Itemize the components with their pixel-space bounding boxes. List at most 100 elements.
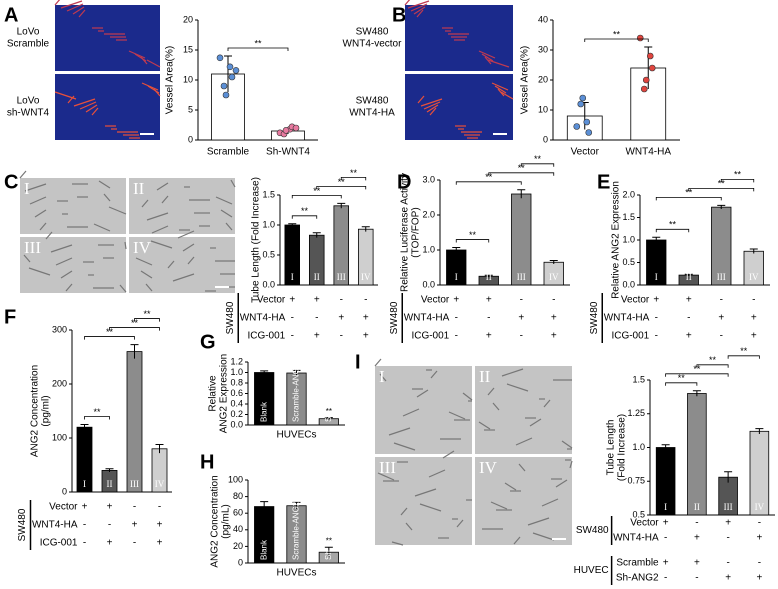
- y-tick-label: 1.25: [627, 408, 645, 418]
- condition-name: Vector: [257, 295, 286, 306]
- micrograph: [129, 237, 235, 293]
- bar-label: Sh: [324, 412, 333, 422]
- bar-label: III: [130, 479, 139, 489]
- error-bar: [652, 236, 661, 243]
- condition-sign: -: [552, 295, 555, 306]
- image-label: Scramble: [7, 39, 50, 50]
- error-bar: [312, 232, 321, 238]
- texture: [72, 6, 85, 15]
- data-point: [648, 64, 656, 72]
- y-tick-label: 1.0: [422, 244, 435, 254]
- significance-label: **: [469, 230, 477, 240]
- condition-sign: -: [291, 313, 294, 324]
- panel-letter: E: [597, 171, 610, 193]
- texture: [543, 399, 551, 408]
- texture: [388, 427, 411, 436]
- condition-name: WNT4-HA: [32, 520, 78, 531]
- error-bar: [130, 344, 139, 359]
- significance-bracket: [84, 336, 135, 340]
- significance-label: **: [326, 536, 332, 545]
- y-tick-label: 0.5: [262, 249, 275, 259]
- texture: [529, 418, 542, 427]
- bar-label: Sh: [324, 550, 333, 560]
- panel-letter: C: [4, 171, 18, 193]
- condition-group: SW480: [389, 301, 400, 334]
- micrograph: [55, 5, 160, 71]
- condition-name: Vector: [49, 502, 78, 513]
- y-tick-label: 0: [543, 134, 548, 144]
- condition-group: SW480: [225, 301, 236, 334]
- texture: [140, 270, 153, 279]
- bar-label: I: [291, 272, 294, 282]
- data-point: [642, 76, 650, 84]
- significance-label: **: [93, 407, 101, 417]
- condition-sign: -: [83, 520, 86, 531]
- significance-label: **: [678, 373, 686, 383]
- y-axis-label: Tube Length: [606, 420, 617, 476]
- texture: [478, 50, 496, 59]
- texture: [220, 209, 233, 218]
- significance-label: **: [131, 318, 139, 328]
- texture: [146, 212, 169, 221]
- texture: [407, 0, 430, 9]
- y-tick-label: 2.0: [622, 189, 635, 199]
- panel-letter: G: [200, 331, 216, 353]
- bar-label: I: [664, 502, 667, 512]
- texture: [410, 3, 428, 12]
- condition-name: ICG-001: [411, 331, 449, 342]
- significance-label: **: [518, 163, 526, 173]
- error-bar: [749, 248, 758, 254]
- y-tick-label: 0.5: [622, 257, 635, 267]
- condition-sign: -: [752, 295, 755, 306]
- condition-sign: +: [718, 313, 724, 324]
- image-label: I: [379, 367, 385, 386]
- bar-label: III: [717, 272, 726, 282]
- condition-sign: +: [653, 295, 659, 306]
- error-bar: [361, 226, 370, 232]
- y-axis-label: Tube Length (Fold Increase): [251, 177, 262, 303]
- bar-label: Blank: [259, 539, 268, 560]
- texture: [391, 541, 404, 546]
- texture: [50, 244, 73, 253]
- condition-sign: -: [726, 558, 729, 569]
- significance-bracket: [84, 416, 110, 420]
- texture: [561, 440, 573, 449]
- condition-sign: -: [108, 520, 111, 531]
- y-tick-label: 10: [538, 104, 548, 114]
- condition-sign: -: [758, 558, 761, 569]
- texture: [492, 402, 500, 411]
- y-tick-label: 0.4: [230, 398, 243, 408]
- error-bar: [80, 424, 89, 430]
- panel-letter: D: [397, 171, 411, 193]
- data-point: [222, 91, 230, 99]
- texture: [141, 82, 159, 91]
- texture: [430, 370, 438, 379]
- image-label: SW480: [356, 96, 389, 107]
- micrograph: [20, 237, 126, 293]
- texture: [29, 196, 47, 205]
- texture: [39, 222, 47, 231]
- condition-sign: +: [338, 313, 344, 324]
- y-tick-label: 20: [538, 74, 548, 84]
- texture: [419, 503, 442, 512]
- condition-name: Sh-ANG2: [616, 573, 659, 584]
- condition-sign: -: [664, 573, 667, 584]
- y-tick-label: 1.5: [632, 374, 645, 384]
- significance-bracket: [720, 178, 755, 183]
- condition-sign: +: [107, 502, 113, 513]
- texture: [182, 243, 195, 252]
- bar-label: I: [455, 272, 458, 282]
- significance-label: **: [485, 172, 493, 182]
- texture: [487, 59, 510, 68]
- micrograph: [405, 74, 513, 140]
- texture: [103, 193, 111, 202]
- texture: [135, 257, 153, 266]
- texture: [124, 241, 127, 250]
- error-bar: [292, 501, 301, 510]
- texture: [541, 498, 559, 507]
- condition-sign: +: [686, 295, 692, 306]
- y-tick-label: 15: [183, 44, 193, 54]
- y-tick-label: 0.5: [632, 509, 645, 519]
- texture: [55, 257, 73, 266]
